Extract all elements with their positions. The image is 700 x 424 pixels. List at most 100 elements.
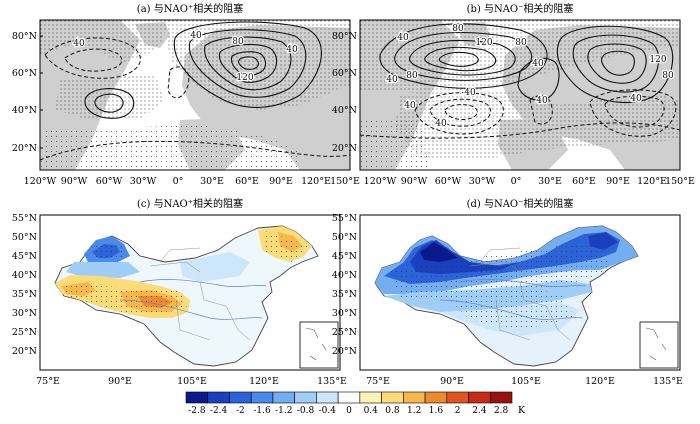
lat-label: 80°N xyxy=(332,31,357,42)
lat-label: 25°N xyxy=(332,327,357,338)
panel-d-frame xyxy=(359,214,681,371)
colorbar-cell xyxy=(185,391,209,404)
panel-a: (a) 与NAO⁺相关的阻塞 xyxy=(12,2,360,187)
lon-label: 60°W xyxy=(96,176,123,187)
contour-label: 40 xyxy=(630,94,642,104)
lat-label: 40°N xyxy=(12,270,37,281)
contour-solid xyxy=(218,43,278,83)
lon-label: 105°E xyxy=(511,376,541,387)
lat-label: 45°N xyxy=(12,251,37,262)
colorbar-tick-label: 2 xyxy=(455,406,461,416)
panel-d-map-content xyxy=(374,225,679,369)
colorbar-tick-label: -0.8 xyxy=(297,406,315,416)
colorbar-cell xyxy=(207,391,230,404)
lat-label: 45°N xyxy=(332,251,357,262)
stipple-area xyxy=(390,240,610,300)
contour-dashed xyxy=(167,66,190,99)
lon-label: 90°E xyxy=(606,176,630,187)
panel-b-lon-ticks: 120°W 90°W 60°W 30°W 0° 30°E 60°E 90°E 1… xyxy=(364,176,695,187)
stipple-area xyxy=(450,292,575,330)
panel-d-lat-ticks: 55°N 50°N 45°N 40°N 35°N 30°N 25°N 20°N xyxy=(332,213,357,357)
stipple-area xyxy=(55,75,165,120)
lon-label: 135°E xyxy=(317,376,347,387)
lon-label: 30°W xyxy=(130,176,157,187)
colorbar: -2.8 -2.4 -2 -1.6 -1.2 -0.8 -0.4 0 0.4 0.8 1.2 1.6 2… xyxy=(185,391,526,416)
lon-label: 90°E xyxy=(440,376,464,387)
contour-dashed xyxy=(429,98,492,127)
lon-label: 90°W xyxy=(401,176,428,187)
lat-label: 20°N xyxy=(332,143,357,154)
lon-label: 120°W xyxy=(364,176,397,187)
contour-solid xyxy=(204,36,292,91)
panel-a-map-content: 40 40 80 120 40 xyxy=(40,20,350,170)
colorbar-cell xyxy=(316,391,339,404)
lon-label: 30°E xyxy=(200,176,224,187)
panel-c-lon-ticks: 75°E 90°E 105°E 120°E 135°E xyxy=(36,376,347,387)
lat-label: 35°N xyxy=(332,289,357,300)
panel-b-map-content: 40 80 120 80 40 80 40 120 80 40 40 40 40… xyxy=(360,20,680,170)
anomaly-patch-negative xyxy=(180,252,250,282)
panel-c-title: (c) 与NAO⁺相关的阻塞 xyxy=(137,197,243,210)
lon-label: 120°E xyxy=(249,376,279,387)
contour-label: 80 xyxy=(406,71,418,81)
contour-solid xyxy=(424,46,497,72)
colorbar-cell xyxy=(229,391,252,404)
colorbar-cell xyxy=(381,391,404,404)
lon-label: 75°E xyxy=(36,376,60,387)
contour-solid xyxy=(409,39,516,76)
contour-dashed xyxy=(444,104,478,120)
panel-d-title: (d) 与NAO⁻相关的阻塞 xyxy=(467,197,574,210)
stipple-area xyxy=(360,20,680,95)
lat-label: 50°N xyxy=(12,232,37,243)
river xyxy=(139,279,267,287)
lon-label: 90°E xyxy=(269,176,293,187)
anomaly-patch-negative xyxy=(66,262,140,278)
lat-label: 40°N xyxy=(332,270,357,281)
lon-label: 60°E xyxy=(235,176,259,187)
south-china-sea-inset xyxy=(639,321,679,369)
lat-label: 55°N xyxy=(332,213,357,224)
colorbar-tick-label: 0.4 xyxy=(364,406,379,416)
lon-label: 120°E xyxy=(301,176,331,187)
colorbar-cell xyxy=(424,391,448,404)
lon-label: 60°W xyxy=(435,176,462,187)
contour-solid xyxy=(394,32,533,81)
panel-a-title: (a) 与NAO⁺相关的阻塞 xyxy=(137,2,243,15)
panel-d: (d) 与NAO⁻相关的阻塞 55°N 50°N 45°N xyxy=(332,197,683,387)
panel-b-frame xyxy=(359,19,681,171)
panel-c: (c) 与NAO⁺相关的阻塞 xyxy=(12,197,347,387)
colorbar-tick-label: -0.4 xyxy=(319,406,337,416)
contour-label: 40 xyxy=(404,101,416,111)
province-boundary xyxy=(469,247,571,341)
colorbar-cell xyxy=(446,391,469,404)
colorbar-cells xyxy=(185,391,513,404)
colorbar-tick-label: -1.6 xyxy=(253,406,271,416)
contour-label: 40 xyxy=(190,31,202,41)
stipple-area xyxy=(360,120,430,170)
lat-label: 30°N xyxy=(332,308,357,319)
anomaly-patch-negative xyxy=(420,242,458,262)
contour-label: 80 xyxy=(662,71,674,81)
lon-label: 150°E xyxy=(330,176,360,187)
colorbar-tick-labels: -2.8 -2.4 -2 -1.6 -1.2 -0.8 -0.4 0 0.4 0.8 1.2 1.6 2… xyxy=(188,406,508,416)
contour-label: 80 xyxy=(452,24,464,34)
contour-label: 40 xyxy=(464,88,476,98)
contour-solid xyxy=(587,43,647,84)
lat-label: 20°N xyxy=(332,346,357,357)
colorbar-tick-label: 2.4 xyxy=(472,406,487,416)
lon-label: 120°E xyxy=(585,376,615,387)
lon-label: 75°E xyxy=(366,376,390,387)
lon-label: 30°W xyxy=(469,176,496,187)
colorbar-tick-label: -1.2 xyxy=(275,406,292,416)
contour-label: 40 xyxy=(286,45,298,55)
lat-label: 80°N xyxy=(12,31,37,42)
colorbar-cell xyxy=(489,391,513,404)
lat-label: 50°N xyxy=(332,232,357,243)
contour-solid xyxy=(84,87,135,119)
contour-dashed xyxy=(589,89,677,137)
colorbar-cell xyxy=(272,391,295,404)
contour-solid xyxy=(379,23,548,89)
panel-c-map-content xyxy=(54,225,339,369)
panel-a-frame xyxy=(39,19,351,171)
colorbar-cell xyxy=(337,391,361,404)
